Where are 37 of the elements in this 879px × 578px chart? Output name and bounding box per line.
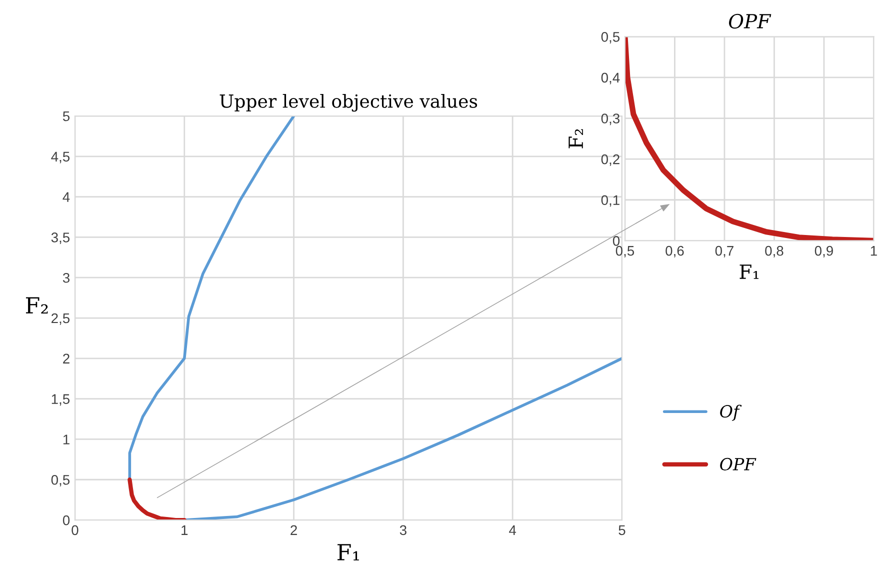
y-axis-title: F₂	[568, 129, 583, 148]
y-tick-label: 0,2	[601, 154, 620, 166]
y-axis-title: F₂	[26, 297, 48, 314]
y-tick-label: 2	[63, 354, 70, 364]
x-axis-title: F₁	[338, 544, 359, 560]
y-tick-label: 5	[62, 111, 70, 122]
y-tick-label: 1	[63, 434, 70, 444]
x-tick-label: 0	[72, 525, 78, 536]
y-tick-label: 0,5	[51, 474, 70, 486]
y-tick-label: 3,5	[51, 232, 70, 244]
x-tick-label: 1	[870, 246, 877, 256]
y-tick-label: 0,5	[601, 32, 620, 44]
x-tick-label: 0,8	[765, 246, 784, 258]
line-series	[128, 478, 186, 520]
y-tick-label: 2,5	[52, 313, 70, 325]
y-tick-label: 3	[62, 272, 70, 283]
y-tick-label: 4	[62, 192, 70, 202]
x-tick-label: 4	[509, 525, 516, 535]
x-tick-label: 0,5	[616, 246, 634, 258]
legend-label: Of	[720, 404, 742, 421]
y-tick-label: 0,4	[601, 72, 620, 84]
chart-title: OPF	[728, 14, 772, 29]
x-tick-label: 2	[290, 525, 297, 535]
x-tick-label: 1	[182, 525, 188, 535]
x-tick-label: 0,6	[666, 246, 684, 258]
y-tick-label: 0	[62, 515, 70, 526]
y-tick-label: 0,3	[601, 114, 620, 126]
y-tick-label: 0	[612, 236, 620, 246]
y-tick-label: 0,1	[601, 195, 620, 207]
y-tick-label: 4,5	[51, 152, 70, 164]
x-tick-label: 0,9	[814, 246, 833, 258]
chart-title: Upper level objective values	[220, 94, 478, 112]
legend-label: OPF	[720, 458, 756, 470]
x-tick-label: 0,7	[715, 246, 734, 258]
x-axis-title: F₁	[740, 264, 758, 279]
y-tick-label: 1,5	[52, 394, 70, 406]
x-tick-label: 3	[400, 525, 406, 536]
